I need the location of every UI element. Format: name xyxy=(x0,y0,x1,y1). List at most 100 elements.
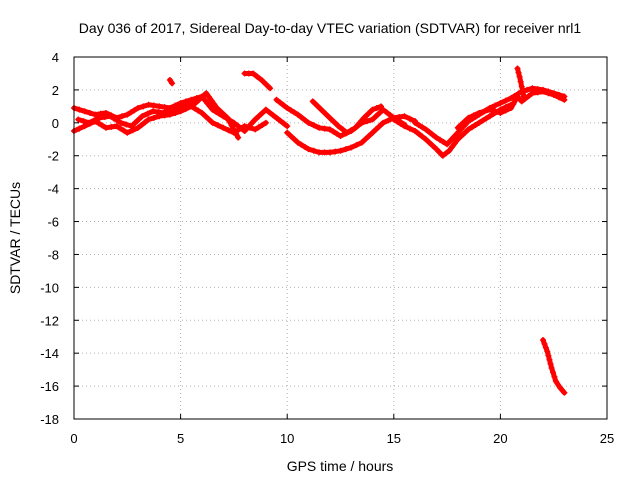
data-point xyxy=(204,100,211,107)
data-point xyxy=(177,100,184,107)
data-point xyxy=(169,80,176,87)
data-point xyxy=(433,134,440,141)
data-point xyxy=(358,118,365,125)
data-point xyxy=(540,337,547,344)
data-point xyxy=(316,124,323,131)
x-tick-label: 0 xyxy=(70,431,77,446)
data-point xyxy=(556,94,563,101)
data-point xyxy=(406,115,413,122)
data-point xyxy=(470,112,477,119)
data-point xyxy=(294,111,301,118)
data-point xyxy=(461,118,468,125)
data-point xyxy=(476,119,483,126)
data-point xyxy=(326,126,333,133)
data-point xyxy=(380,119,387,126)
data-point xyxy=(226,118,233,125)
data-point xyxy=(134,124,141,131)
data-point xyxy=(91,117,98,124)
data-point xyxy=(124,129,131,136)
data-point xyxy=(492,108,499,115)
data-point xyxy=(277,99,284,106)
data-point xyxy=(362,136,369,143)
data-point xyxy=(316,149,323,156)
data-point xyxy=(439,152,446,159)
y-tick-label: -10 xyxy=(40,280,59,295)
series-track xyxy=(540,337,567,396)
data-point xyxy=(250,70,257,77)
data-point xyxy=(287,132,294,139)
x-tick-label: 20 xyxy=(493,431,507,446)
data-point xyxy=(472,122,479,129)
data-point xyxy=(140,103,147,110)
data-point xyxy=(284,129,291,136)
data-point xyxy=(118,113,125,120)
data-point xyxy=(294,139,301,146)
data-point xyxy=(139,113,146,120)
data-point xyxy=(369,106,376,113)
data-point xyxy=(355,121,362,128)
data-point xyxy=(519,88,526,95)
data-point xyxy=(548,364,555,371)
data-point xyxy=(524,86,531,93)
data-point xyxy=(110,115,117,122)
data-point xyxy=(353,142,360,149)
data-point xyxy=(150,114,157,121)
y-tick-label: -16 xyxy=(40,379,59,394)
series-track-g xyxy=(390,101,515,159)
data-point xyxy=(266,109,273,116)
data-point xyxy=(520,93,527,100)
data-point xyxy=(365,132,372,139)
data-point xyxy=(451,133,458,140)
data-point xyxy=(76,125,83,132)
data-point xyxy=(196,96,203,103)
data-point xyxy=(419,133,426,140)
data-point xyxy=(440,139,447,146)
data-point xyxy=(547,360,554,367)
series-track-i xyxy=(454,88,568,131)
data-point xyxy=(529,90,536,97)
data-point xyxy=(291,109,298,116)
data-point xyxy=(134,105,141,112)
data-point xyxy=(117,125,124,132)
data-point xyxy=(481,108,488,115)
data-point xyxy=(444,141,451,148)
data-point xyxy=(515,69,522,76)
x-tick-label: 25 xyxy=(600,431,614,446)
data-point xyxy=(429,142,436,149)
data-point xyxy=(451,140,458,147)
data-point xyxy=(80,118,87,125)
data-point xyxy=(230,126,237,133)
data-point xyxy=(171,106,178,113)
data-point xyxy=(429,131,436,138)
data-point xyxy=(458,121,465,128)
data-point xyxy=(298,141,305,148)
data-point xyxy=(284,123,291,130)
data-point xyxy=(376,123,383,130)
data-point xyxy=(436,149,443,156)
data-point xyxy=(199,93,206,100)
y-tick-label: -12 xyxy=(40,313,59,328)
data-point xyxy=(373,105,380,112)
data-point xyxy=(454,136,461,143)
data-point xyxy=(259,122,266,129)
data-point xyxy=(273,114,280,121)
data-point xyxy=(262,106,269,113)
data-point xyxy=(213,105,220,112)
data-point xyxy=(322,110,329,117)
data-point xyxy=(301,117,308,124)
data-point xyxy=(252,126,259,133)
data-point xyxy=(419,124,426,131)
data-point xyxy=(206,103,213,110)
data-point xyxy=(224,114,231,121)
data-point xyxy=(209,119,216,126)
data-point xyxy=(220,124,227,131)
data-point xyxy=(557,384,564,391)
data-point xyxy=(262,119,269,126)
data-point xyxy=(401,123,408,130)
data-point xyxy=(326,149,333,156)
data-point xyxy=(412,119,419,126)
data-point xyxy=(248,120,255,127)
data-point xyxy=(181,103,188,110)
data-point xyxy=(486,106,493,113)
